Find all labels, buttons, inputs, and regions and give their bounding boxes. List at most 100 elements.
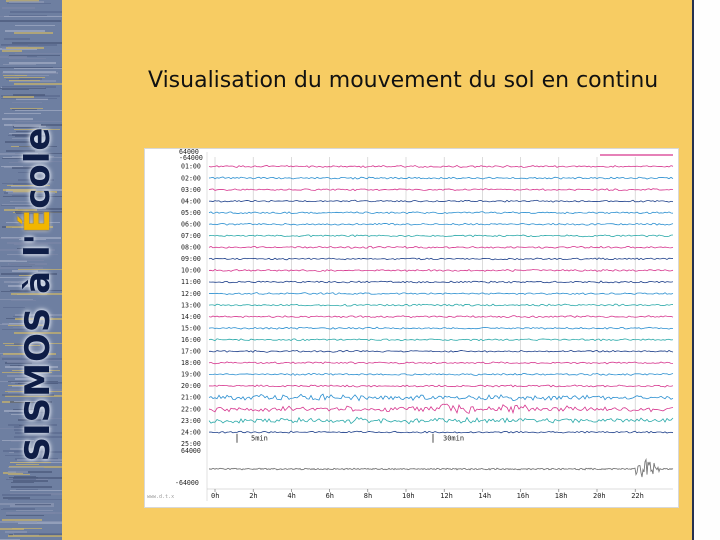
band-texture-stroke — [19, 157, 62, 158]
trace-row — [208, 222, 674, 226]
band-texture-stroke — [0, 67, 53, 68]
band-texture-stroke — [2, 118, 33, 120]
band-texture-stroke — [13, 94, 45, 96]
band-texture — [0, 0, 62, 540]
band-texture-stroke — [19, 275, 39, 276]
band-texture-stroke — [9, 1, 44, 3]
band-texture-stroke — [1, 98, 57, 99]
band-texture-stroke — [15, 211, 62, 213]
band-texture-stroke — [11, 486, 52, 488]
band-texture-stroke — [10, 201, 41, 202]
x-tick-label: 16h — [517, 492, 530, 500]
band-texture-stroke — [8, 471, 28, 473]
row-label-2100: 21:00 — [181, 394, 201, 402]
row-label-1800: 18:00 — [181, 359, 201, 367]
band-texture-stroke — [6, 79, 30, 80]
band-texture-stroke — [12, 270, 38, 272]
x-tick-label: 12h — [440, 492, 453, 500]
band-texture-stroke — [10, 448, 35, 450]
band-texture-stroke — [3, 196, 62, 197]
x-tick-label: 2h — [249, 492, 257, 500]
band-texture-stroke — [10, 505, 54, 507]
sidebar-title-part2: cole — [18, 126, 58, 209]
row-label-0900: 09:00 — [181, 255, 201, 263]
right-border-line — [692, 0, 694, 540]
band-texture-stroke — [4, 113, 41, 114]
band-texture-stroke — [4, 38, 30, 40]
sidebar-title-part1: SISMOS à l' — [18, 232, 58, 462]
band-texture-stroke — [19, 425, 43, 426]
band-texture-stroke — [10, 365, 39, 366]
band-texture-stroke — [4, 410, 38, 412]
band-texture-stroke — [7, 185, 50, 186]
trace-row — [208, 303, 674, 307]
band-texture-stroke — [1, 509, 35, 510]
band-texture-stroke — [9, 412, 50, 413]
row-label-2000: 20:00 — [181, 382, 201, 390]
band-texture-stroke — [2, 158, 26, 159]
band-texture-stroke — [18, 347, 41, 349]
band-texture-stroke — [14, 343, 41, 345]
x-tick-label: 0h — [211, 492, 219, 500]
trace-row — [208, 338, 674, 342]
band-texture-stroke — [3, 508, 35, 509]
band-texture-stroke — [4, 77, 45, 78]
row-label-0800: 08:00 — [181, 244, 201, 252]
band-texture-stroke — [0, 521, 37, 523]
band-texture-stroke — [3, 307, 25, 308]
band-texture-stroke — [18, 419, 41, 421]
band-texture-stroke — [0, 20, 61, 22]
band-texture-stroke — [3, 75, 27, 76]
band-texture-stroke — [0, 153, 38, 155]
band-texture-stroke — [19, 418, 62, 419]
overview-trace — [208, 457, 674, 478]
band-texture-stroke — [0, 528, 24, 530]
band-texture-stroke — [17, 459, 62, 461]
x-tick-label: 10h — [402, 492, 415, 500]
row-label-1500: 15:00 — [181, 324, 201, 332]
bottom-scale-min: -64000 — [175, 479, 199, 487]
trace-row — [208, 268, 674, 272]
band-texture-stroke — [12, 134, 41, 136]
row-label-1200: 12:00 — [181, 290, 201, 298]
band-texture-stroke — [9, 58, 46, 59]
band-texture-stroke — [19, 239, 46, 240]
band-texture-stroke — [13, 327, 37, 328]
band-texture-stroke — [15, 110, 62, 111]
band-texture-stroke — [8, 474, 30, 475]
band-texture-stroke — [1, 291, 40, 292]
band-texture-stroke — [4, 209, 37, 211]
row-label-0700: 07:00 — [181, 232, 201, 240]
band-texture-stroke — [18, 161, 62, 162]
band-texture-stroke — [12, 102, 42, 103]
band-texture-stroke — [7, 375, 62, 377]
row-label-0500: 05:00 — [181, 209, 201, 217]
band-texture-stroke — [7, 3, 51, 4]
band-texture-stroke — [17, 248, 41, 249]
band-texture-stroke — [8, 192, 55, 194]
band-texture-stroke — [2, 372, 52, 373]
band-texture-stroke — [9, 55, 60, 56]
band-texture-stroke — [14, 451, 62, 453]
band-texture-stroke — [12, 167, 34, 169]
band-texture-stroke — [2, 494, 51, 496]
row-label-1400: 14:00 — [181, 313, 201, 321]
band-texture-stroke — [18, 172, 46, 173]
band-texture-stroke — [16, 489, 38, 490]
band-texture-stroke — [13, 477, 62, 479]
band-texture-stroke — [13, 409, 38, 410]
band-texture-stroke — [14, 401, 43, 402]
band-texture-stroke — [5, 141, 35, 143]
trace-row — [208, 211, 674, 215]
band-texture-stroke — [15, 121, 62, 122]
band-texture-stroke — [10, 290, 62, 291]
row-label-0600: 06:00 — [181, 220, 201, 228]
band-texture-stroke — [16, 510, 53, 511]
trace-row — [208, 430, 674, 434]
top-scale-min: -64000 — [179, 154, 203, 162]
band-texture-stroke — [6, 47, 44, 49]
band-texture-stroke — [5, 366, 58, 368]
band-texture-stroke — [3, 64, 36, 65]
band-texture-stroke — [2, 89, 29, 90]
band-texture-stroke — [1, 44, 57, 46]
